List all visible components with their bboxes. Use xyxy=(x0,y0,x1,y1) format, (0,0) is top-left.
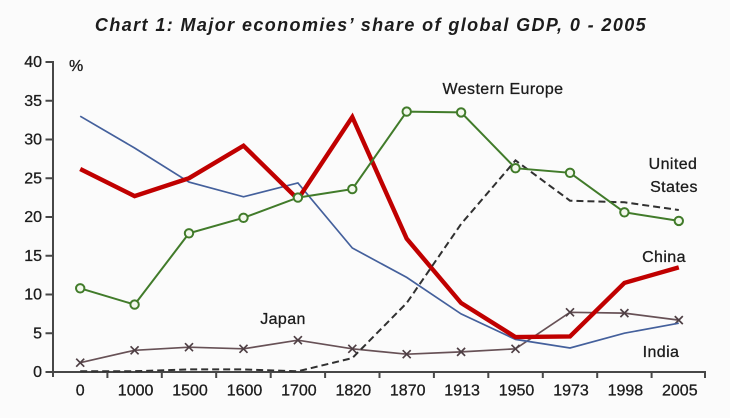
svg-text:40: 40 xyxy=(24,54,42,71)
svg-text:1500: 1500 xyxy=(172,383,208,400)
svg-text:Chart 1: Major economies’ shar: Chart 1: Major economies’ share of globa… xyxy=(95,15,647,35)
svg-text:15: 15 xyxy=(24,248,42,265)
svg-text:States: States xyxy=(650,179,698,196)
svg-text:1973: 1973 xyxy=(553,383,589,400)
svg-text:30: 30 xyxy=(24,132,42,149)
svg-text:1870: 1870 xyxy=(390,383,426,400)
svg-text:1600: 1600 xyxy=(227,383,263,400)
svg-text:1700: 1700 xyxy=(281,383,317,400)
svg-text:United: United xyxy=(649,156,698,173)
svg-text:0: 0 xyxy=(33,364,42,381)
svg-text:%: % xyxy=(69,58,83,75)
svg-text:20: 20 xyxy=(24,209,42,226)
svg-text:Japan: Japan xyxy=(260,311,306,328)
svg-text:0: 0 xyxy=(76,383,85,400)
svg-text:1000: 1000 xyxy=(118,383,154,400)
svg-text:China: China xyxy=(642,249,686,266)
svg-text:2005: 2005 xyxy=(662,383,698,400)
svg-text:Western Europe: Western Europe xyxy=(443,81,564,98)
svg-text:1913: 1913 xyxy=(444,383,480,400)
svg-text:10: 10 xyxy=(24,287,42,304)
svg-text:1950: 1950 xyxy=(499,383,535,400)
svg-text:1820: 1820 xyxy=(336,383,372,400)
svg-text:India: India xyxy=(643,344,680,361)
svg-text:1998: 1998 xyxy=(608,383,644,400)
svg-text:5: 5 xyxy=(33,325,42,342)
svg-text:25: 25 xyxy=(24,170,42,187)
svg-text:35: 35 xyxy=(24,93,42,110)
